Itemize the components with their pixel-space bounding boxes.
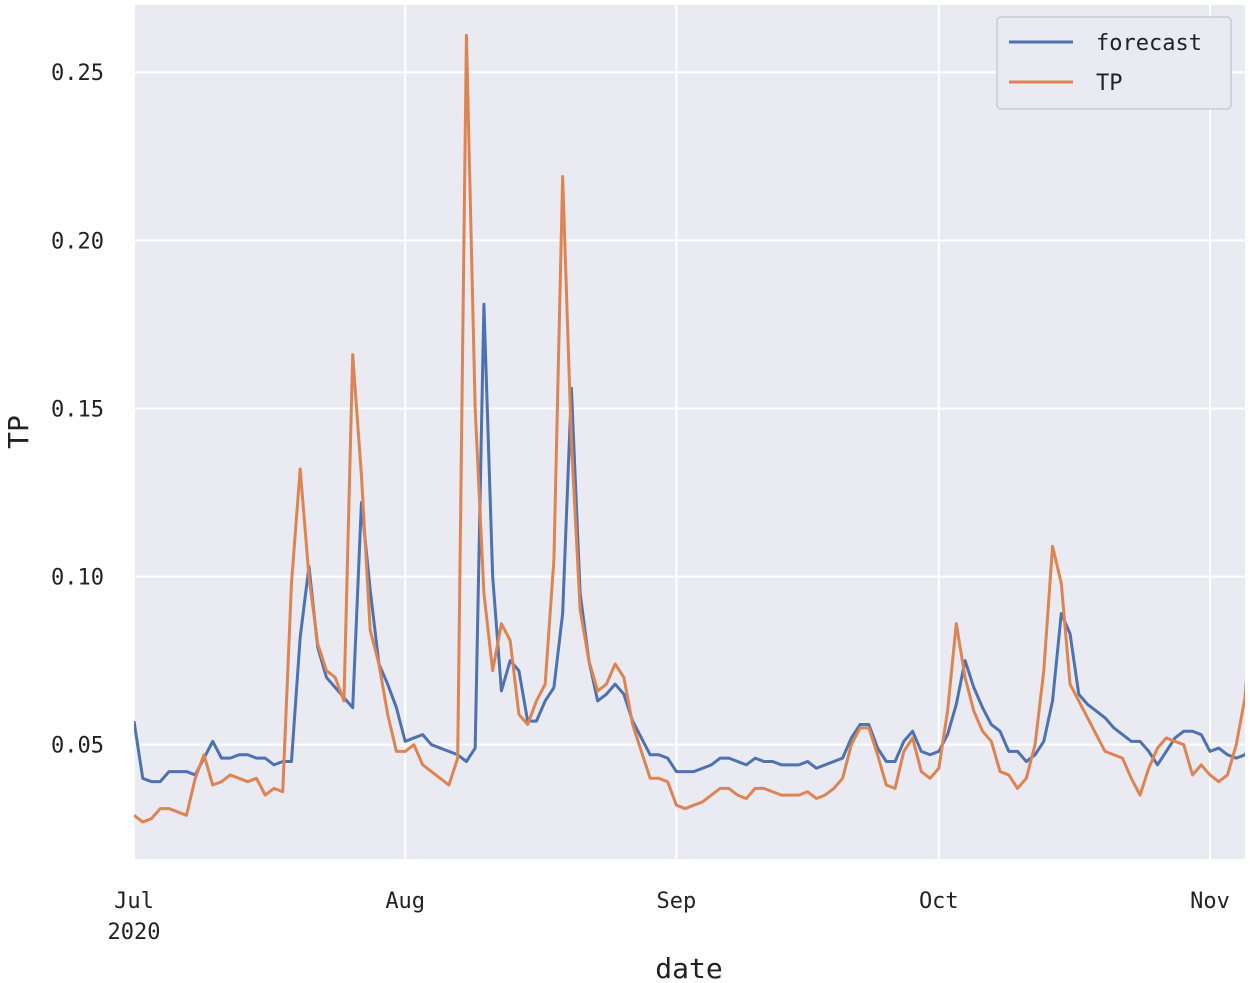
plot-area-background [134,5,1245,859]
y-tick-label: 0.05 [51,734,104,759]
y-tick-label: 0.15 [51,397,104,422]
legend: forecast TP [997,17,1231,109]
x-tick-label: Sep [657,889,697,914]
x-axis-title: date [655,952,722,983]
y-tick-label: 0.25 [51,61,104,86]
x-tick-label: Oct [919,889,959,914]
y-axis-ticks: 0.05 0.10 0.15 0.20 0.25 [51,61,104,758]
y-tick-label: 0.20 [51,229,104,254]
x-tick-label: Jul [114,889,154,914]
x-tick-sublabel: 2020 [108,920,161,945]
legend-label-tp: TP [1096,71,1123,96]
line-chart: 0.05 0.10 0.15 0.20 0.25 Jul 2020 Aug Sep Oct Nov… [0,0,1250,983]
x-tick-label: Aug [385,889,425,914]
x-axis-ticks: Jul 2020 Aug Sep Oct Nov [108,889,1230,945]
legend-label-forecast: forecast [1096,31,1202,56]
y-axis-title: TP [2,415,35,449]
y-tick-label: 0.10 [51,566,104,591]
x-tick-label: Nov [1190,889,1230,914]
